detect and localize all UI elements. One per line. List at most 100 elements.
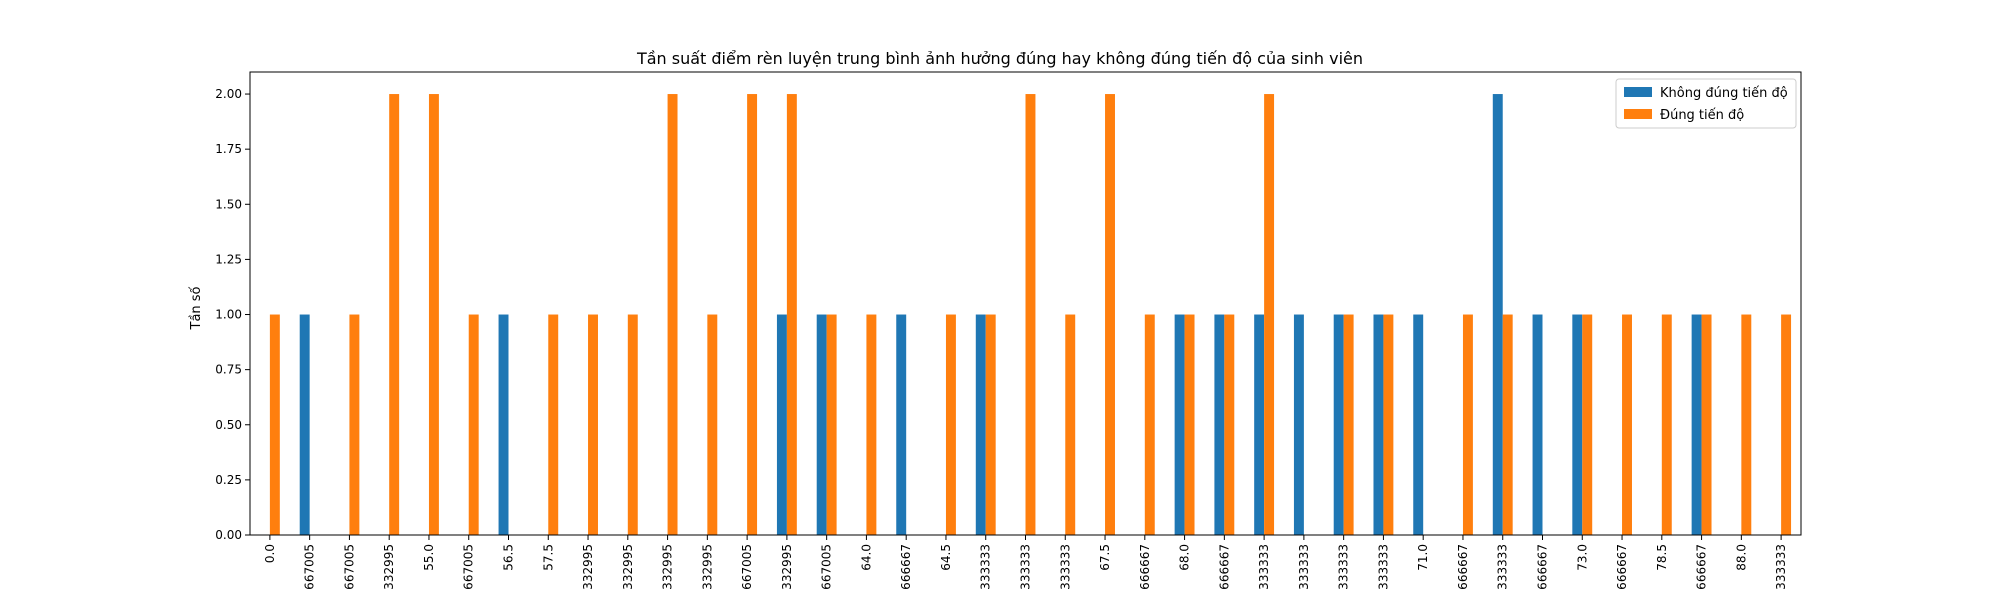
bar-dung-tien-do [1343,314,1354,535]
legend-label: Không đúng tiến độ [1660,86,1788,101]
legend-frame [1615,78,1797,129]
y-axis-label: Tần số [189,286,204,330]
x-tick-label: 666667 [1217,544,1231,590]
x-tick-label: 333333 [1774,544,1788,590]
bar-khong-dung-tien-do [498,314,509,535]
bar-dung-tien-do [747,94,758,536]
x-tick-label: 333333 [979,544,993,590]
bar-dung-tien-do [1105,94,1115,536]
x-tick-label: 666667 [1456,544,1470,590]
x-tick-label: 55.0 [422,544,436,571]
bar-dung-tien-do [945,314,956,535]
x-tick-label: 332995 [621,544,635,590]
y-tick-label: 0.00 [215,528,242,542]
x-tick-label: 667005 [820,544,834,590]
bar-khong-dung-tien-do [975,314,986,535]
bar-dung-tien-do [588,314,598,535]
x-tick-label: 56.5 [502,544,516,571]
bar-khong-dung-tien-do [1293,314,1304,535]
x-tick-label: 0.0 [263,544,277,563]
bar-dung-tien-do [1383,314,1394,535]
bar-khong-dung-tien-do [1532,314,1543,535]
bar-dung-tien-do [1065,314,1076,535]
bar-dung-tien-do [1224,314,1235,535]
x-tick-label: 332995 [581,544,595,590]
y-axis-ticks: 0.00 0.25 0.50 0.75 1.00 1.25 1.50 1.75 2.00 [215,87,250,542]
bar-dung-tien-do [985,314,996,535]
bar-dung-tien-do [866,314,877,535]
bar-dung-tien-do [349,314,360,535]
x-tick-label: 64.0 [859,544,873,571]
y-tick-label: 1.50 [215,197,242,211]
bar-khong-dung-tien-do [1572,314,1583,535]
bar-dung-tien-do [1781,314,1792,535]
legend-swatch [1624,87,1652,97]
x-tick-label: 88.0 [1734,544,1748,571]
bar-dung-tien-do [548,314,559,535]
chart-title: Tần suất điểm rèn luyện trung bình ảnh h… [636,49,1363,68]
x-tick-label: 333333 [1257,544,1271,590]
x-tick-label: 666667 [1615,544,1629,590]
x-tick-label: 57.5 [541,544,555,571]
bar-dung-tien-do [468,314,479,535]
x-tick-label: 67.5 [1098,544,1112,571]
x-tick-label: 667005 [740,544,754,590]
bar-khong-dung-tien-do [776,314,787,535]
bars-group [269,94,1792,536]
x-tick-label: 332995 [382,544,396,590]
y-tick-label: 1.75 [215,142,242,156]
x-tick-label: 333333 [1297,544,1311,590]
bar-khong-dung-tien-do [1254,314,1265,535]
bar-khong-dung-tien-do [1333,314,1344,535]
x-tick-label: 78.5 [1655,544,1669,571]
bar-dung-tien-do [826,314,837,535]
bar-khong-dung-tien-do [816,314,827,535]
legend-swatch [1624,109,1652,119]
bar-khong-dung-tien-do [1214,314,1225,535]
x-tick-label: 333333 [1058,544,1072,590]
y-tick-label: 2.00 [215,87,242,101]
bar-dung-tien-do [269,314,280,535]
x-tick-label: 667005 [303,544,317,590]
y-tick-label: 1.00 [215,308,242,322]
bar-dung-tien-do [667,94,678,536]
bar-dung-tien-do [428,94,439,536]
x-tick-label: 667005 [342,544,356,590]
bar-dung-tien-do [1025,94,1036,536]
x-tick-label: 667005 [462,544,476,590]
bar-dung-tien-do [1502,314,1513,535]
x-tick-label: 332995 [780,544,794,590]
x-tick-label: 666667 [899,544,913,590]
legend: Không đúng tiến độ Đúng tiến độ [1615,78,1797,129]
y-tick-label: 0.75 [215,363,242,377]
x-tick-label: 332995 [700,544,714,590]
bar-dung-tien-do [1582,314,1593,535]
x-tick-label: 333333 [1019,544,1033,590]
bar-khong-dung-tien-do [1174,314,1185,535]
bar-khong-dung-tien-do [1413,314,1424,535]
x-tick-label: 666667 [1536,544,1550,590]
bar-dung-tien-do [1264,94,1275,536]
y-tick-label: 0.25 [215,473,242,487]
plot-frame [249,71,1802,536]
x-tick-label: 333333 [1496,544,1510,590]
y-tick-label: 1.25 [215,252,242,266]
x-tick-label: 666667 [1695,544,1709,590]
x-axis-ticks: 0.0 667005 667005 332995 55.0 667005 56.5 57.5 3… [263,535,1788,590]
x-tick-label: 333333 [1376,544,1390,590]
x-tick-label: 71.0 [1416,544,1430,571]
x-tick-label: 666667 [1138,544,1152,590]
bar-dung-tien-do [786,94,797,536]
x-tick-label: 73.0 [1575,544,1589,571]
legend-label: Đúng tiến độ [1660,108,1744,123]
bar-dung-tien-do [1622,314,1632,535]
bar-dung-tien-do [1661,314,1672,535]
bar-dung-tien-do [627,314,638,535]
bar-dung-tien-do [1144,314,1155,535]
bar-dung-tien-do [707,314,718,535]
x-tick-label: 68.0 [1178,544,1192,571]
bar-khong-dung-tien-do [1691,314,1702,535]
x-tick-label: 64.5 [939,544,953,571]
bar-dung-tien-do [1462,314,1473,535]
